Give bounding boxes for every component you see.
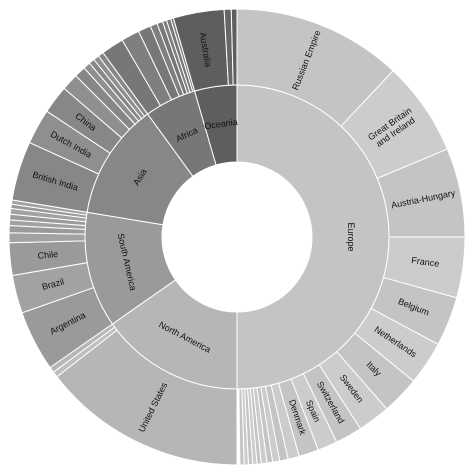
- center-hole: [162, 162, 312, 312]
- continent-ring: [84, 84, 390, 390]
- country-segment: [238, 388, 245, 466]
- continent-label-europe: Europe: [346, 222, 356, 251]
- country-ring: [8, 8, 466, 466]
- country-segment: [230, 8, 238, 86]
- country-label-chile: Chile: [37, 249, 58, 261]
- country-label-france: France: [411, 255, 440, 269]
- continent-label-oceania: Oceania: [204, 117, 239, 132]
